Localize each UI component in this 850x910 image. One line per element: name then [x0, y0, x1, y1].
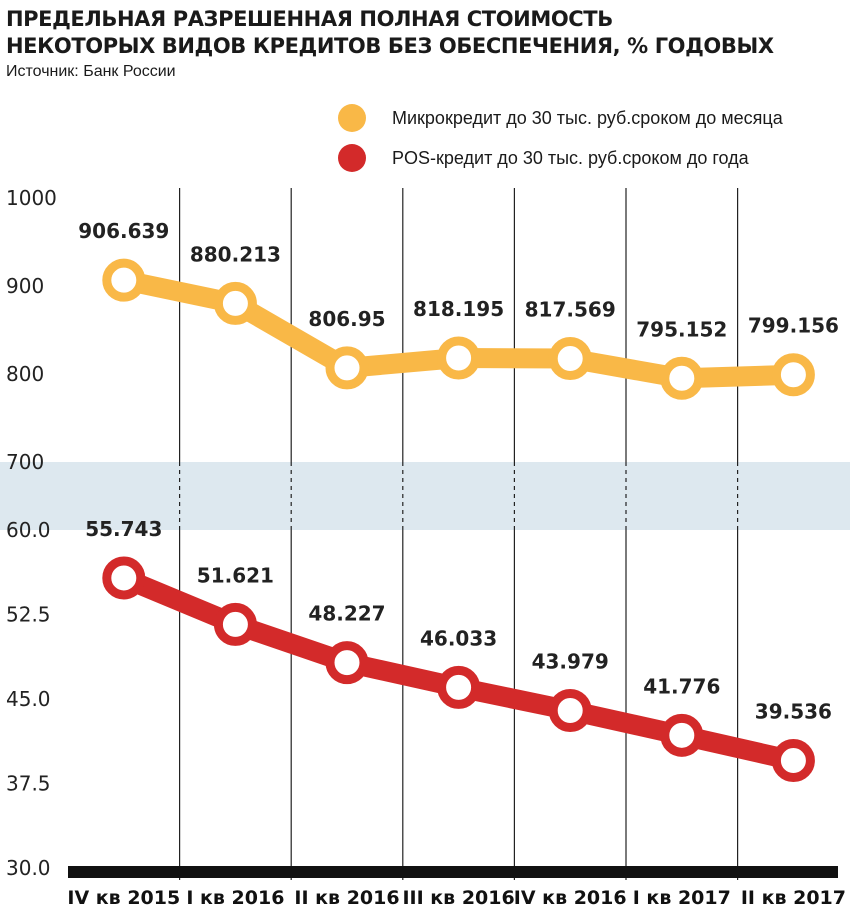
legend-label-pos: POS-кредит до 30 тыс. руб.сроком до года [392, 147, 749, 168]
legend-item-micro: Микрокредит до 30 тыс. руб.сроком до мес… [338, 103, 783, 133]
data-point-micro [325, 346, 369, 390]
y-tick-label: 700 [6, 450, 44, 474]
data-point-pos [771, 739, 815, 783]
legend-item-pos: POS-кредит до 30 тыс. руб.сроком до года [338, 143, 749, 173]
title-line-2: НЕКОТОРЫХ ВИДОВ КРЕДИТОВ БЕЗ ОБЕСПЕЧЕНИЯ… [6, 34, 774, 58]
data-label-pos: 43.979 [532, 650, 609, 674]
y-tick-label: 1000 [6, 186, 57, 210]
x-axis-baseline [68, 866, 838, 878]
data-label-micro: 817.569 [525, 298, 616, 322]
y-tick-label: 37.5 [6, 772, 51, 796]
data-point-pos [102, 556, 146, 600]
y-tick-label: 45.0 [6, 687, 51, 711]
y-tick-label: 30.0 [6, 856, 51, 880]
chart-title: ПРЕДЕЛЬНАЯ РАЗРЕШЕННАЯ ПОЛНАЯ СТОИМОСТЬ … [6, 6, 774, 60]
data-point-micro [660, 356, 704, 400]
y-tick-label: 900 [6, 274, 44, 298]
x-tick-label: IV кв 2015 [67, 887, 180, 909]
x-tick-label: III кв 2016 [402, 887, 514, 909]
legend-swatch-pos [338, 144, 366, 172]
y-tick-label: 60.0 [6, 518, 51, 542]
x-tick-label: II кв 2017 [741, 887, 846, 909]
data-point-micro [102, 258, 146, 302]
data-label-micro: 906.639 [78, 219, 169, 243]
data-label-pos: 41.776 [643, 674, 720, 698]
data-point-pos [213, 602, 257, 646]
x-tick-label: II кв 2016 [294, 887, 399, 909]
data-point-micro [437, 336, 481, 380]
axis-break-band [0, 462, 850, 530]
y-tick-label: 52.5 [6, 603, 51, 627]
data-label-pos: 48.227 [308, 602, 385, 626]
data-point-pos [548, 689, 592, 733]
x-tick-label: IV кв 2016 [514, 887, 627, 909]
data-label-micro: 818.195 [413, 297, 504, 321]
data-point-micro [213, 281, 257, 325]
data-point-micro [548, 337, 592, 381]
x-tick-label: I кв 2017 [633, 887, 731, 909]
data-label-micro: 880.213 [190, 242, 281, 266]
x-tick-label: I кв 2016 [186, 887, 284, 909]
data-label-micro: 795.152 [636, 317, 727, 341]
y-tick-label: 800 [6, 362, 44, 386]
title-line-1: ПРЕДЕЛЬНАЯ РАЗРЕШЕННАЯ ПОЛНАЯ СТОИМОСТЬ [6, 7, 613, 31]
data-label-pos: 46.033 [420, 626, 497, 650]
legend-swatch-micro [338, 104, 366, 132]
source-note: Источник: Банк России [6, 63, 176, 80]
data-point-pos [660, 713, 704, 757]
data-label-micro: 799.156 [748, 314, 839, 338]
data-point-pos [437, 665, 481, 709]
data-label-pos: 55.743 [85, 517, 162, 541]
data-label-pos: 51.621 [197, 563, 274, 587]
data-point-micro [771, 353, 815, 397]
data-point-pos [325, 641, 369, 685]
data-label-pos: 39.536 [755, 700, 832, 724]
legend-label-micro: Микрокредит до 30 тыс. руб.сроком до мес… [392, 107, 783, 128]
data-label-micro: 806.95 [308, 307, 385, 331]
